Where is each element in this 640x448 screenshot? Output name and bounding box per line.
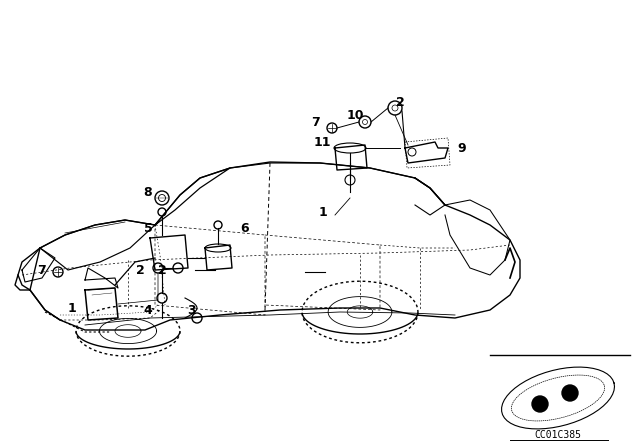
Text: 4: 4 xyxy=(143,303,152,316)
Text: 5: 5 xyxy=(143,221,152,234)
Text: 2: 2 xyxy=(396,95,404,108)
Text: 6: 6 xyxy=(241,221,250,234)
Circle shape xyxy=(532,396,548,412)
Text: 1: 1 xyxy=(319,206,328,219)
Text: 7: 7 xyxy=(312,116,321,129)
Text: CC01C385: CC01C385 xyxy=(534,430,582,440)
Text: 11: 11 xyxy=(313,135,331,148)
Text: 8: 8 xyxy=(144,185,152,198)
Text: 2: 2 xyxy=(136,263,145,276)
Text: 2: 2 xyxy=(157,263,166,276)
Text: 9: 9 xyxy=(458,142,467,155)
Text: 3: 3 xyxy=(188,303,196,316)
Text: 7: 7 xyxy=(38,263,46,276)
Circle shape xyxy=(562,385,578,401)
Text: 10: 10 xyxy=(346,108,364,121)
Text: 1: 1 xyxy=(68,302,76,314)
